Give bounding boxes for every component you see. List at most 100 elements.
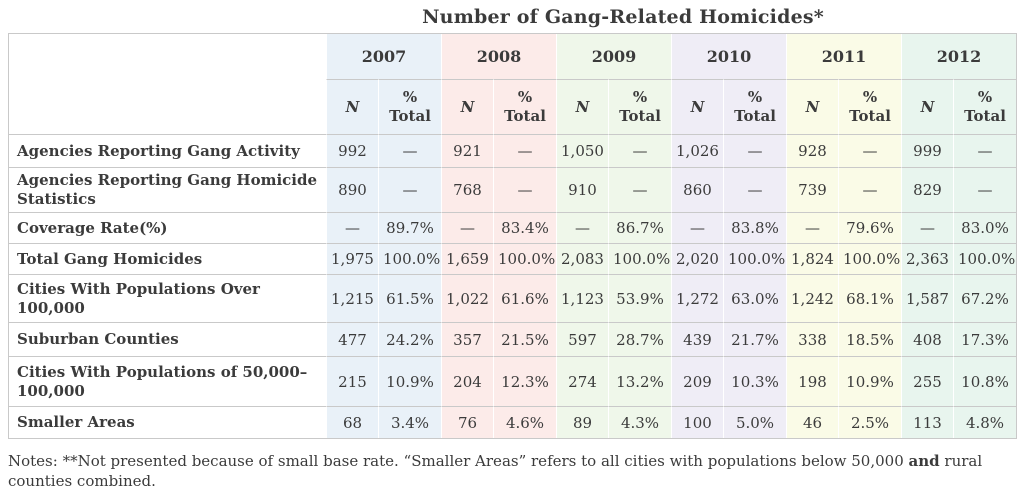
pct-total-column-header-2010: % Total xyxy=(723,79,786,134)
data-cell: 209 xyxy=(671,356,723,406)
data-cell: 67.2% xyxy=(953,274,1016,322)
data-cell: 1,050 xyxy=(556,134,608,167)
data-cell: 10.9% xyxy=(378,356,441,406)
table-row: Smaller Areas 68 3.4% 76 4.6% 89 4.3% 100 5.0% 46… xyxy=(9,406,1016,438)
notes-text: Notes: **Not presented because of small … xyxy=(8,451,1020,491)
pct-total-column-header-2007: % Total xyxy=(378,79,441,134)
table-row: Agencies Reporting Gang Homicide Statist… xyxy=(9,167,1016,212)
data-cell: 4.8% xyxy=(953,406,1016,438)
data-cell: 46 xyxy=(786,406,838,438)
data-cell: 1,587 xyxy=(901,274,953,322)
data-cell: 439 xyxy=(671,322,723,356)
data-cell: 5.0% xyxy=(723,406,786,438)
data-cell: 68.1% xyxy=(838,274,901,322)
data-cell: 53.9% xyxy=(608,274,671,322)
data-cell: — xyxy=(378,167,441,212)
data-cell: — xyxy=(953,134,1016,167)
data-cell: 100.0% xyxy=(953,243,1016,274)
data-cell: 100.0% xyxy=(723,243,786,274)
pct-total-column-header-2011: % Total xyxy=(838,79,901,134)
row-label: Suburban Counties xyxy=(9,322,326,356)
corner-cell xyxy=(9,34,326,134)
table-row: Suburban Counties 477 24.2% 357 21.5% 597 28.7… xyxy=(9,322,1016,356)
data-cell: 910 xyxy=(556,167,608,212)
data-cell: 597 xyxy=(556,322,608,356)
data-cell: — xyxy=(326,212,378,243)
n-column-header-2007: N xyxy=(326,79,378,134)
data-cell: 1,123 xyxy=(556,274,608,322)
data-cell: 921 xyxy=(441,134,493,167)
data-cell: 999 xyxy=(901,134,953,167)
data-cell: 76 xyxy=(441,406,493,438)
pct-total-column-header-2012: % Total xyxy=(953,79,1016,134)
data-cell: — xyxy=(556,212,608,243)
data-cell: 100.0% xyxy=(608,243,671,274)
data-cell: 215 xyxy=(326,356,378,406)
row-label: Smaller Areas xyxy=(9,406,326,438)
data-cell: 89.7% xyxy=(378,212,441,243)
data-cell: 890 xyxy=(326,167,378,212)
data-cell: — xyxy=(378,134,441,167)
data-cell: 860 xyxy=(671,167,723,212)
data-cell: 17.3% xyxy=(953,322,1016,356)
data-cell: 18.5% xyxy=(838,322,901,356)
data-cell: 61.5% xyxy=(378,274,441,322)
row-label: Coverage Rate(%) xyxy=(9,212,326,243)
data-cell: 100.0% xyxy=(493,243,556,274)
data-cell: 408 xyxy=(901,322,953,356)
data-cell: 21.7% xyxy=(723,322,786,356)
data-cell: 63.0% xyxy=(723,274,786,322)
data-cell: 83.0% xyxy=(953,212,1016,243)
data-cell: 28.7% xyxy=(608,322,671,356)
data-cell: — xyxy=(441,212,493,243)
data-cell: 1,272 xyxy=(671,274,723,322)
data-cell: 255 xyxy=(901,356,953,406)
data-cell: 2.5% xyxy=(838,406,901,438)
data-cell: 338 xyxy=(786,322,838,356)
data-cell: 86.7% xyxy=(608,212,671,243)
data-cell: 83.8% xyxy=(723,212,786,243)
data-cell: — xyxy=(901,212,953,243)
data-cell: 1,215 xyxy=(326,274,378,322)
n-column-header-2012: N xyxy=(901,79,953,134)
year-header-row: 2007 2008 2009 2010 2011 2012 xyxy=(9,34,1016,134)
data-cell: 83.4% xyxy=(493,212,556,243)
data-cell: — xyxy=(493,167,556,212)
data-cell: 1,026 xyxy=(671,134,723,167)
data-cell: 739 xyxy=(786,167,838,212)
pct-total-column-header-2009: % Total xyxy=(608,79,671,134)
subheader-row: N% Total N% Total N% Total N% Total N% Total… xyxy=(9,79,1016,134)
year-header-2007: 2007 xyxy=(326,34,441,79)
data-cell: 4.6% xyxy=(493,406,556,438)
data-cell: 100 xyxy=(671,406,723,438)
data-cell: 12.3% xyxy=(493,356,556,406)
data-cell: — xyxy=(608,134,671,167)
data-cell: 21.5% xyxy=(493,322,556,356)
row-label: Agencies Reporting Gang Homicide Statist… xyxy=(9,167,326,212)
n-column-header-2008: N xyxy=(441,79,493,134)
data-cell: 89 xyxy=(556,406,608,438)
row-label: Cities With Populations of 50,000–100,00… xyxy=(9,356,326,406)
year-header-2009: 2009 xyxy=(556,34,671,79)
data-cell: 13.2% xyxy=(608,356,671,406)
data-cell: 113 xyxy=(901,406,953,438)
data-cell: 204 xyxy=(441,356,493,406)
table-row: Cities With Populations of 50,000–100,00… xyxy=(9,356,1016,406)
data-cell: 198 xyxy=(786,356,838,406)
data-cell: — xyxy=(838,167,901,212)
data-cell: 3.4% xyxy=(378,406,441,438)
table-row: Coverage Rate(%) —89.7% —83.4% —86.7% —83.8%… xyxy=(9,212,1016,243)
data-cell: 2,363 xyxy=(901,243,953,274)
data-cell: — xyxy=(608,167,671,212)
data-cell: 357 xyxy=(441,322,493,356)
table-row: Agencies Reporting Gang Activity 992—921—… xyxy=(9,134,1016,167)
data-cell: 24.2% xyxy=(378,322,441,356)
year-header-2010: 2010 xyxy=(671,34,786,79)
notes-bold-and: and xyxy=(908,452,940,470)
data-cell: 100.0% xyxy=(838,243,901,274)
data-cell: 477 xyxy=(326,322,378,356)
n-column-header-2010: N xyxy=(671,79,723,134)
table-body: Agencies Reporting Gang Activity 992—921—… xyxy=(9,134,1016,438)
data-cell: 2,083 xyxy=(556,243,608,274)
data-cell: — xyxy=(838,134,901,167)
